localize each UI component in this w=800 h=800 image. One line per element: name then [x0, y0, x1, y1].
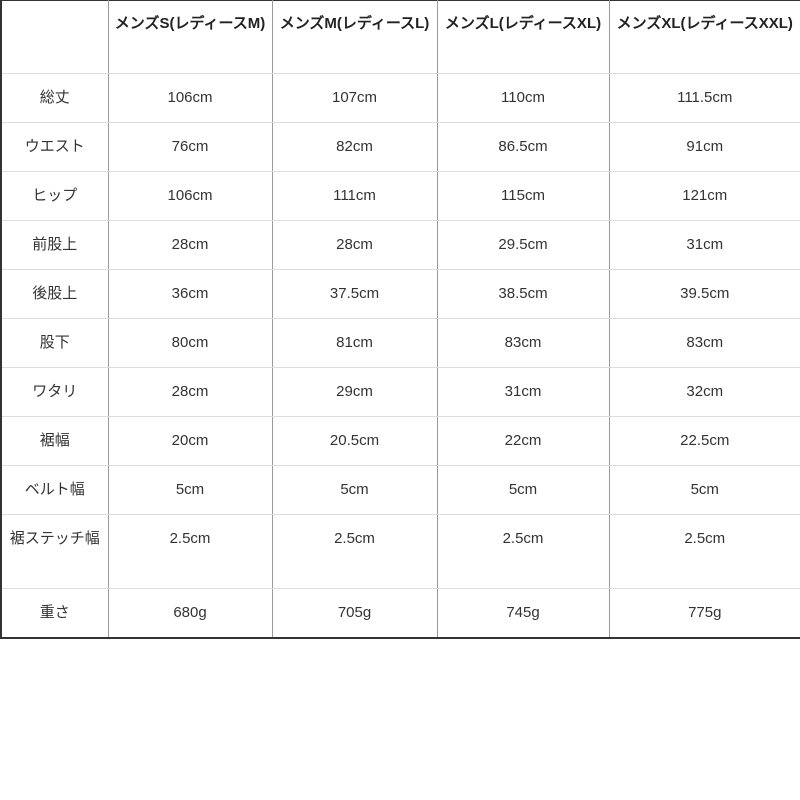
row-label: ベルト幅 — [0, 465, 109, 515]
table-cell: 106cm — [107, 73, 273, 123]
table-cell: 111.5cm — [608, 73, 800, 123]
table-row: 股下 80cm 81cm 83cm 83cm — [0, 318, 800, 368]
table-cell: 22cm — [436, 416, 610, 466]
table-cell: 115cm — [436, 171, 610, 221]
header-size-l: メンズL(レディースXL) — [436, 0, 610, 74]
table-cell: 745g — [436, 588, 610, 639]
table-cell: 39.5cm — [608, 269, 800, 319]
table-cell: 83cm — [436, 318, 610, 368]
header-corner — [0, 0, 109, 74]
table-cell: 28cm — [107, 220, 273, 270]
row-label: ワタリ — [0, 367, 109, 417]
table-cell: 28cm — [271, 220, 438, 270]
table-cell: 20cm — [107, 416, 273, 466]
table-row: 前股上 28cm 28cm 29.5cm 31cm — [0, 220, 800, 270]
table-cell: 2.5cm — [271, 514, 438, 589]
table-row: ヒップ 106cm 111cm 115cm 121cm — [0, 171, 800, 221]
table-cell: 2.5cm — [107, 514, 273, 589]
table-row: 総丈 106cm 107cm 110cm 111.5cm — [0, 73, 800, 123]
table-cell: 2.5cm — [436, 514, 610, 589]
table-row: ベルト幅 5cm 5cm 5cm 5cm — [0, 465, 800, 515]
table-cell: 680g — [107, 588, 273, 639]
row-label: ヒップ — [0, 171, 109, 221]
table-cell: 121cm — [608, 171, 800, 221]
row-label: 後股上 — [0, 269, 109, 319]
table-row: 裾幅 20cm 20.5cm 22cm 22.5cm — [0, 416, 800, 466]
table-cell: 76cm — [107, 122, 273, 172]
table-cell: 37.5cm — [271, 269, 438, 319]
table-cell: 38.5cm — [436, 269, 610, 319]
table-cell: 31cm — [436, 367, 610, 417]
table-cell: 107cm — [271, 73, 438, 123]
table-cell: 5cm — [436, 465, 610, 515]
header-size-s: メンズS(レディースM) — [107, 0, 273, 74]
table-cell: 91cm — [608, 122, 800, 172]
table-cell: 5cm — [107, 465, 273, 515]
header-size-xl: メンズXL(レディースXXL) — [608, 0, 800, 74]
table-cell: 80cm — [107, 318, 273, 368]
table-row: ワタリ 28cm 29cm 31cm 32cm — [0, 367, 800, 417]
table-cell: 22.5cm — [608, 416, 800, 466]
table-cell: 110cm — [436, 73, 610, 123]
table-cell: 29cm — [271, 367, 438, 417]
table-row: 裾ステッチ幅 2.5cm 2.5cm 2.5cm 2.5cm — [0, 514, 800, 589]
table-cell: 86.5cm — [436, 122, 610, 172]
header-size-m: メンズM(レディースL) — [271, 0, 438, 74]
row-label: 前股上 — [0, 220, 109, 270]
table-cell: 775g — [608, 588, 800, 639]
table-cell: 5cm — [608, 465, 800, 515]
table-cell: 5cm — [271, 465, 438, 515]
size-chart-table: メンズS(レディースM) メンズM(レディースL) メンズL(レディースXL) … — [0, 0, 800, 639]
row-label: ウエスト — [0, 122, 109, 172]
row-label: 裾幅 — [0, 416, 109, 466]
row-label: 総丈 — [0, 73, 109, 123]
row-label: 裾ステッチ幅 — [0, 514, 109, 589]
header-row: メンズS(レディースM) メンズM(レディースL) メンズL(レディースXL) … — [0, 0, 800, 74]
table-cell: 106cm — [107, 171, 273, 221]
row-label: 股下 — [0, 318, 109, 368]
table-cell: 705g — [271, 588, 438, 639]
table-cell: 82cm — [271, 122, 438, 172]
table-cell: 81cm — [271, 318, 438, 368]
table-cell: 2.5cm — [608, 514, 800, 589]
row-label: 重さ — [0, 588, 109, 639]
table-row: ウエスト 76cm 82cm 86.5cm 91cm — [0, 122, 800, 172]
table-cell: 20.5cm — [271, 416, 438, 466]
table-cell: 83cm — [608, 318, 800, 368]
table-cell: 28cm — [107, 367, 273, 417]
table-row: 後股上 36cm 37.5cm 38.5cm 39.5cm — [0, 269, 800, 319]
table-row: 重さ 680g 705g 745g 775g — [0, 588, 800, 639]
table-cell: 29.5cm — [436, 220, 610, 270]
table-cell: 31cm — [608, 220, 800, 270]
table-cell: 111cm — [271, 171, 438, 221]
table-cell: 36cm — [107, 269, 273, 319]
table-cell: 32cm — [608, 367, 800, 417]
